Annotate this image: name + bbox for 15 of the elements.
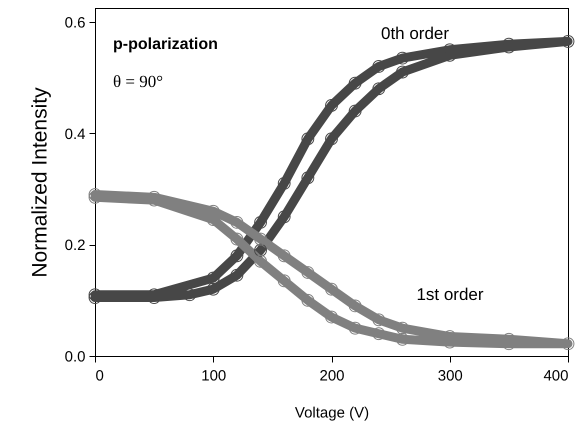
annotation: θ = 90°: [113, 72, 164, 91]
x-tick-label: 100: [201, 368, 226, 384]
y-axis-title: Normalized Intensity: [28, 86, 52, 278]
y-tick-label: 0.6: [64, 14, 86, 32]
x-tick-label: 200: [319, 368, 345, 384]
y-tick-label: 0.0: [64, 348, 86, 366]
y-tick-label: 0.2: [64, 237, 86, 254]
y-tick-label: 0.4: [64, 126, 86, 143]
x-tick-label: 0: [96, 368, 104, 384]
x-tick-label: 300: [438, 368, 463, 384]
annotation: 0th order: [380, 24, 450, 43]
annotation: 1st order: [416, 285, 484, 304]
x-axis-title: Voltage (V): [294, 404, 370, 422]
annotation: p-polarization: [113, 36, 218, 53]
x-tick-label: 400: [543, 368, 568, 384]
